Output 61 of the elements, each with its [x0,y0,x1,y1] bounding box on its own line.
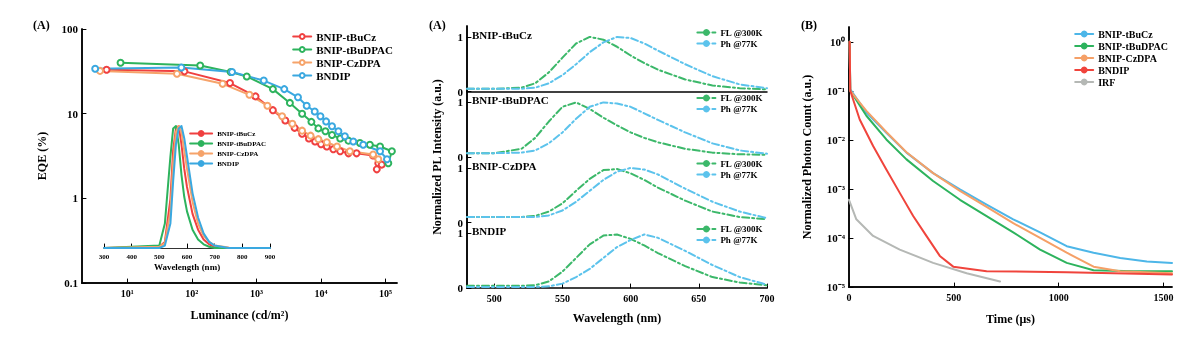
legend-label: Ph @77K [720,38,758,49]
y-tick-label: 10⁻³ [826,182,846,195]
legend-label: Ph @77K [720,104,758,114]
y-axis-title: EQE (%) [35,131,49,181]
x-tick-label: 550 [554,292,570,304]
legend-label: BNIP-tBuCz [316,30,377,43]
x-tick-label: 1500 [1153,291,1174,303]
legend-label: FL @300K [720,158,763,169]
legend-label: BNIP-CzDPA [1098,52,1158,64]
y-tick-label: 10⁻⁵ [826,281,846,293]
y-tick-label: 0 [457,216,464,229]
legend-label: FL @300K [720,93,763,103]
chart-title: (A) [429,18,446,32]
y-tick-label: 0.1 [64,277,78,289]
x-axis-title: Time (μs) [986,312,1035,326]
y-tick-label: 10 [67,107,79,120]
y-tick-label: 1 [457,30,463,43]
legend-label: FL @300K [720,27,763,38]
x-tick-label: 650 [691,292,707,304]
annotation: BNIP-tBuCz [472,28,533,41]
x-tick-label: 10² [185,287,199,299]
legend-label: BNIP-tBuDPAC [316,43,394,56]
x-axis-title: Luminance (cd/m²) [190,308,289,322]
annotation: BNIP-CzDPA [472,159,537,172]
legend-label: IRF [1098,76,1116,88]
x-tick-label: 700 [759,292,775,304]
y-tick-label: 0 [457,151,464,163]
x-tick-label: 500 [486,292,502,304]
x-tick-label: 1000 [1048,291,1069,303]
x-axis-title: Wavelength (nm) [153,261,221,272]
legend-label: BNDIP [316,69,351,82]
annotation: BNIP-tBuDPAC [472,94,549,106]
x-tick-label: 10⁴ [314,287,328,299]
x-tick-label: 600 [623,292,639,304]
y-tick-label: 10⁰ [830,35,845,48]
y-tick-label: 1 [72,192,78,205]
x-axis-title: Wavelength (nm) [572,311,662,325]
legend-label: FL @300K [720,224,763,234]
legend-label: Ph @77K [720,235,758,245]
x-tick-label: 10⁵ [379,287,393,299]
y-tick-label: 1 [457,227,463,240]
y-tick-label: 10⁻⁴ [826,231,846,244]
x-tick-label: 10³ [249,287,263,299]
y-tick-label: 1 [457,96,463,109]
y-tick-label: 0 [457,85,464,98]
y-tick-label: 10⁻² [826,133,846,146]
y-tick-label: 10⁻¹ [826,84,845,97]
chart-title: (A) [33,18,50,32]
legend-label: BNIP-CzDPA [316,56,381,69]
y-tick-label: 100 [61,23,79,35]
y-axis-title: Normalized Photon Count (a.u.) [800,74,814,240]
x-tick-label: 500 [946,291,962,303]
legend-label: BNIP-tBuDPAC [1098,40,1169,52]
y-tick-label: 1 [457,161,463,174]
annotation: BNDIP [472,225,507,237]
x-tick-label: 10¹ [120,287,134,299]
y-axis-title: Normalized PL Intensity (a.u.) [430,79,444,235]
legend-label: BNDIP [1098,64,1130,76]
legend-label: BNIP-tBuCz [1098,28,1154,40]
chart-title: (B) [801,18,817,32]
legend-label: Ph @77K [720,169,758,180]
